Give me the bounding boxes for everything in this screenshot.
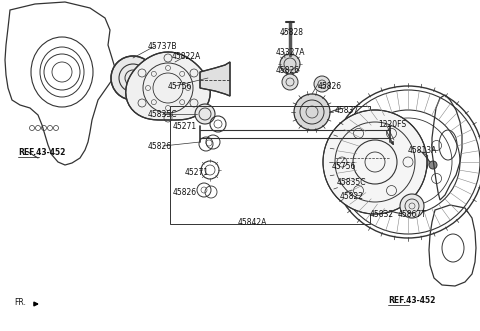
Text: 45867T: 45867T	[398, 210, 427, 219]
Text: 45826: 45826	[318, 82, 342, 91]
Text: 45835C: 45835C	[148, 110, 178, 119]
Polygon shape	[200, 62, 230, 96]
Text: 45832: 45832	[370, 210, 394, 219]
Text: 45842A: 45842A	[238, 218, 267, 227]
Text: 45828: 45828	[280, 28, 304, 37]
Circle shape	[400, 194, 424, 218]
Text: 45826: 45826	[148, 142, 172, 151]
Circle shape	[332, 170, 352, 190]
Text: 1220FS: 1220FS	[378, 120, 406, 129]
Text: 45835C: 45835C	[337, 178, 367, 187]
Circle shape	[314, 76, 330, 92]
Circle shape	[341, 185, 359, 203]
Circle shape	[111, 56, 155, 100]
Text: 45756: 45756	[168, 82, 192, 91]
Polygon shape	[335, 134, 390, 174]
Text: 45826: 45826	[173, 188, 197, 197]
Text: 45271: 45271	[185, 168, 209, 177]
Text: 45756: 45756	[332, 162, 356, 171]
Text: 45271: 45271	[173, 122, 197, 131]
Text: REF.43-452: REF.43-452	[388, 296, 435, 305]
Text: 45813A: 45813A	[408, 146, 437, 155]
Text: 45822: 45822	[340, 192, 364, 201]
Polygon shape	[126, 52, 210, 120]
Circle shape	[294, 94, 330, 130]
Circle shape	[195, 104, 215, 124]
Text: 43327A: 43327A	[276, 48, 305, 57]
Text: 45822A: 45822A	[172, 52, 201, 61]
Text: FR.: FR.	[14, 298, 26, 307]
Bar	[170, 106, 370, 224]
Text: 45737B: 45737B	[148, 42, 178, 51]
Text: 45826: 45826	[276, 66, 300, 75]
Text: REF.43-452: REF.43-452	[18, 148, 65, 157]
Circle shape	[280, 54, 300, 74]
Circle shape	[323, 110, 427, 214]
Circle shape	[429, 161, 437, 169]
Circle shape	[282, 74, 298, 90]
Text: 45837: 45837	[335, 106, 359, 115]
